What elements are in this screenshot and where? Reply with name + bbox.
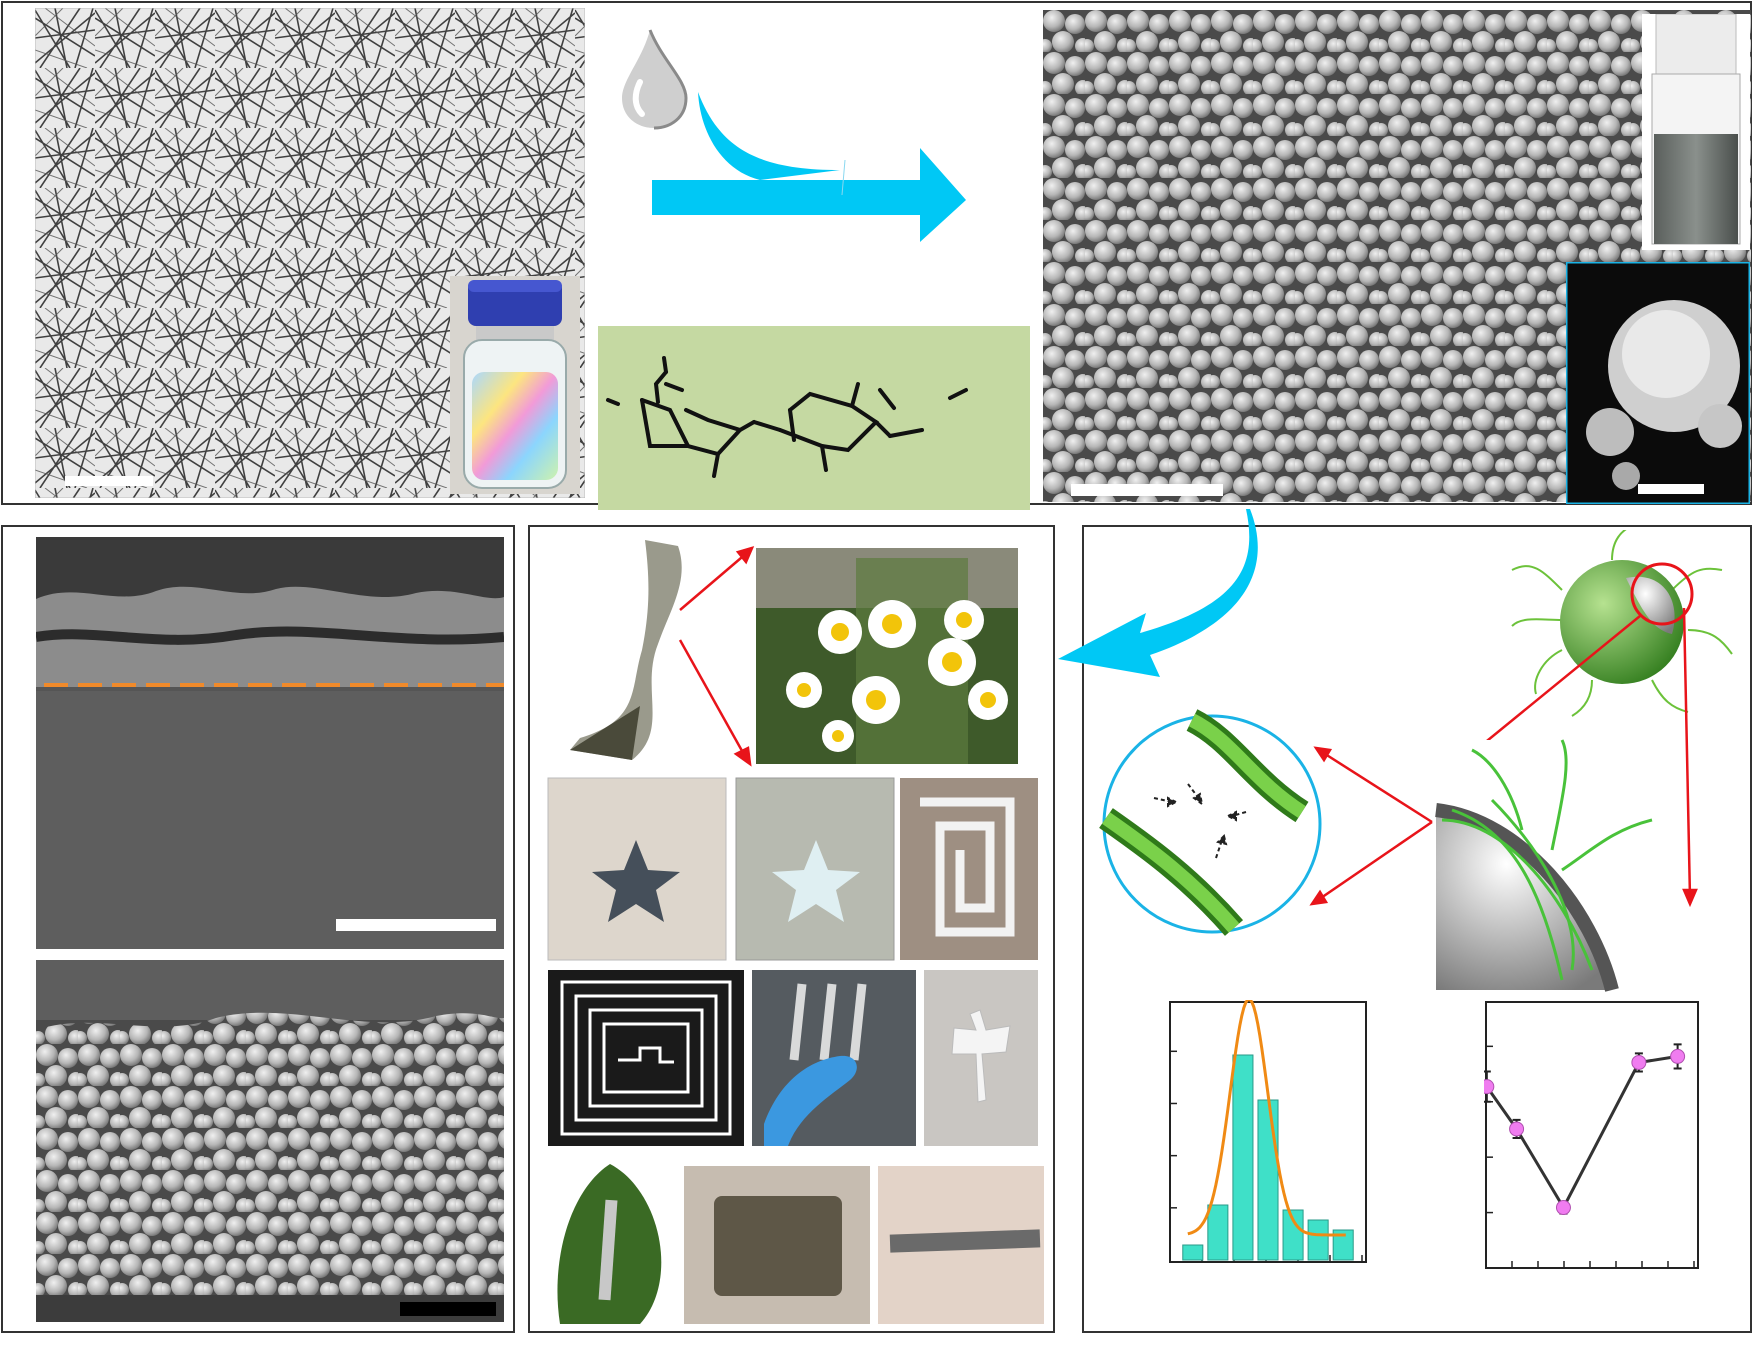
vial-photo: [1642, 14, 1750, 250]
mechanism-schematic: [1099, 530, 1733, 992]
size-distribution-chart: [1169, 1000, 1367, 1263]
magnifier-circle-icon: [1630, 562, 1694, 626]
flow-arrow-icon: [698, 92, 840, 180]
bent-film-photo: [570, 540, 682, 760]
bottom-left-panel: [1, 525, 515, 1333]
bar: [1332, 1229, 1354, 1261]
dark-star-photo: [547, 777, 727, 961]
flow-arrow-icon: [1058, 509, 1258, 677]
square-pattern-photo: [684, 1166, 870, 1324]
bottom-right-panel: [1082, 525, 1752, 1333]
calligraphy-pattern-photo: [924, 970, 1038, 1146]
gloved-hand-photo: [752, 970, 916, 1146]
process-scheme: [598, 29, 1030, 510]
bottom-middle-panel: [528, 525, 1055, 1333]
data-point: [1509, 1121, 1525, 1137]
bottle-photo: [450, 276, 580, 494]
data-point: [1670, 1048, 1686, 1064]
cellulose-molecule: [606, 356, 968, 478]
sphere-surface-closeup: [1435, 739, 1654, 992]
process-arrow-icon: [652, 148, 966, 242]
scale-bar: [65, 476, 153, 486]
fiber-interaction-circle: [1099, 709, 1322, 936]
bar: [1182, 1244, 1204, 1261]
scale-bar: [1638, 484, 1704, 494]
bar: [1257, 1099, 1279, 1261]
data-point: [1555, 1200, 1571, 1216]
leaf-photo: [546, 1158, 676, 1324]
water-drop-icon: [622, 29, 688, 130]
data-point: [1631, 1054, 1647, 1070]
skin-photo: [878, 1166, 1044, 1324]
sphere-zoom-inset: [1566, 262, 1750, 504]
bar: [1307, 1219, 1329, 1261]
bar: [1282, 1209, 1304, 1261]
fit-curve: [1187, 1000, 1346, 1237]
light-star-photo: [735, 777, 895, 961]
flower-photo: [756, 548, 1018, 764]
property-trend-chart: [1484, 1001, 1699, 1269]
spiral-pattern-photo: [900, 778, 1038, 960]
film-cross-section-top: [36, 537, 504, 949]
application-photos: [546, 540, 1044, 1324]
data-point: [1484, 1079, 1495, 1095]
scale-bar: [400, 1302, 496, 1316]
cellulose-structure-box: [598, 326, 1030, 510]
bar: [1207, 1204, 1229, 1261]
scale-bar: [1071, 484, 1223, 496]
coated-sphere-icon: [1511, 530, 1733, 717]
bar: [1232, 1054, 1254, 1261]
coil-pattern-photo: [548, 970, 744, 1146]
scale-bar: [336, 919, 496, 931]
sphere-film-cross-section: [36, 960, 504, 1322]
